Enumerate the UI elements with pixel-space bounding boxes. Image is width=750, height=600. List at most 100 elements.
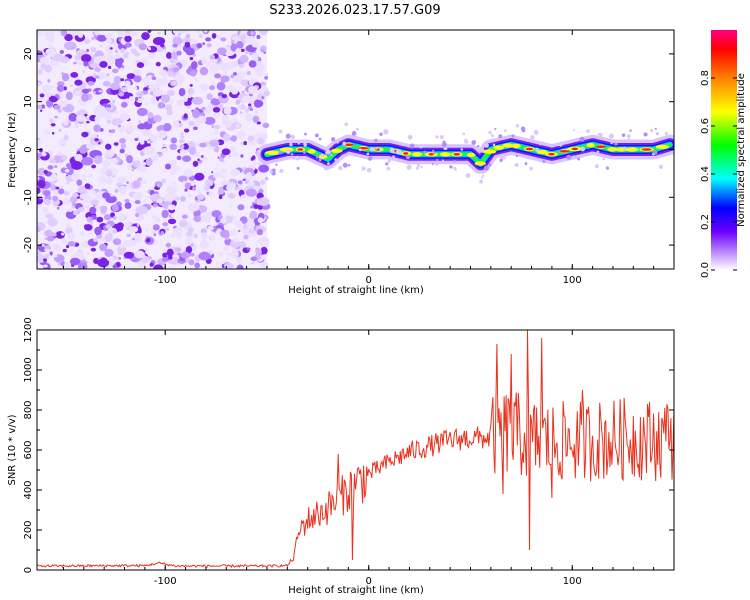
noise-blob (142, 146, 156, 156)
noise-blob (240, 79, 251, 87)
noise-blob (215, 172, 222, 178)
ridge-halo (464, 138, 467, 141)
x-tick-label: 100 (563, 275, 582, 286)
noise-blob (180, 132, 184, 136)
ridge-halo (279, 168, 284, 173)
ridge-halo (433, 151, 436, 155)
ridge-halo (586, 129, 590, 134)
noise-blob (110, 157, 119, 164)
noise-blob (242, 178, 246, 182)
noise-blob (37, 156, 40, 161)
noise-blob (232, 151, 239, 158)
ridge-halo (558, 150, 561, 153)
noise-blob (146, 140, 151, 144)
noise-blob (238, 63, 245, 69)
ridge-halo (272, 168, 276, 172)
noise-blob (185, 47, 195, 56)
noise-blob (74, 251, 84, 259)
noise-blob (43, 258, 47, 262)
noise-blob (96, 216, 104, 223)
noise-blob (193, 126, 198, 131)
noise-blob (237, 204, 245, 211)
noise-blob (62, 120, 69, 126)
noise-blob (231, 39, 235, 43)
noise-blob (146, 75, 153, 81)
noise-blob (44, 248, 50, 253)
x-tick-label: -100 (154, 275, 177, 286)
noise-blob (92, 31, 96, 35)
ridge-halo (303, 142, 308, 147)
ridge-halo (397, 142, 401, 145)
noise-blob (202, 214, 212, 223)
ridge-halo (649, 129, 654, 133)
noise-blob (180, 135, 185, 139)
colorbar-tick-label: 0.4 (700, 166, 711, 182)
noise-blob (171, 256, 180, 265)
noise-blob (172, 43, 178, 48)
noise-blob (240, 197, 243, 200)
noise-blob (104, 143, 112, 150)
noise-blob (231, 87, 239, 95)
ridge-halo (423, 150, 427, 154)
noise-blob (55, 186, 60, 190)
noise-blob (43, 199, 51, 206)
colorbar: 0.0 0.2 0.4 0.6 0.8 Normalized spectral ampl… (700, 30, 747, 278)
noise-blob (186, 231, 193, 237)
noise-blob (156, 198, 163, 204)
noise-blob (84, 38, 90, 45)
ridge-peak (307, 149, 316, 154)
noise-blob (228, 141, 233, 144)
ridge-halo (490, 134, 494, 138)
noise-blob (243, 234, 249, 240)
noise-blob (109, 97, 114, 102)
noise-blob (183, 97, 188, 102)
noise-blob (128, 95, 134, 102)
ridge-halo (358, 148, 362, 152)
ridge-halo (614, 142, 618, 146)
noise-blob (160, 43, 165, 48)
noise-blob (37, 80, 43, 87)
noise-blob (89, 206, 97, 215)
noise-blob (40, 62, 47, 70)
noise-blob (104, 248, 114, 258)
ridge-halo (441, 142, 447, 148)
noise-blob (132, 192, 139, 198)
noise-blob (135, 232, 142, 239)
ridge-halo (594, 164, 599, 169)
noise-blob (58, 138, 67, 145)
noise-blob (154, 82, 161, 87)
ridge-halo (420, 165, 423, 169)
noise-blob (258, 30, 268, 36)
noise-blob (124, 198, 130, 203)
noise-blob (146, 195, 151, 199)
ridge-halo (658, 164, 664, 169)
noise-blob (96, 109, 107, 118)
noise-blob (123, 251, 134, 259)
noise-blob (235, 99, 240, 105)
ridge-halo (327, 162, 330, 166)
noise-blob (220, 37, 227, 42)
noise-blob (149, 262, 154, 267)
ridge-halo (453, 159, 456, 163)
noise-blob (133, 75, 142, 83)
noise-blob (171, 51, 178, 59)
noise-blob (143, 199, 147, 203)
ridge-halo (431, 162, 434, 166)
noise-blob (239, 111, 243, 114)
noise-blob (106, 104, 111, 108)
noise-blob (212, 107, 221, 113)
noise-blob (126, 73, 136, 80)
noise-blob (250, 256, 258, 262)
noise-blob (134, 137, 139, 142)
noise-blob (138, 119, 142, 124)
noise-blob (74, 124, 80, 129)
ridge-peak-core (297, 148, 304, 151)
noise-blob (235, 75, 240, 81)
noise-blob (234, 220, 243, 228)
noise-blob (106, 74, 109, 78)
ridge-halo (385, 162, 389, 166)
noise-blob (195, 151, 201, 157)
noise-blob (56, 206, 60, 210)
ridge-halo (366, 152, 370, 156)
noise-blob (64, 168, 70, 173)
